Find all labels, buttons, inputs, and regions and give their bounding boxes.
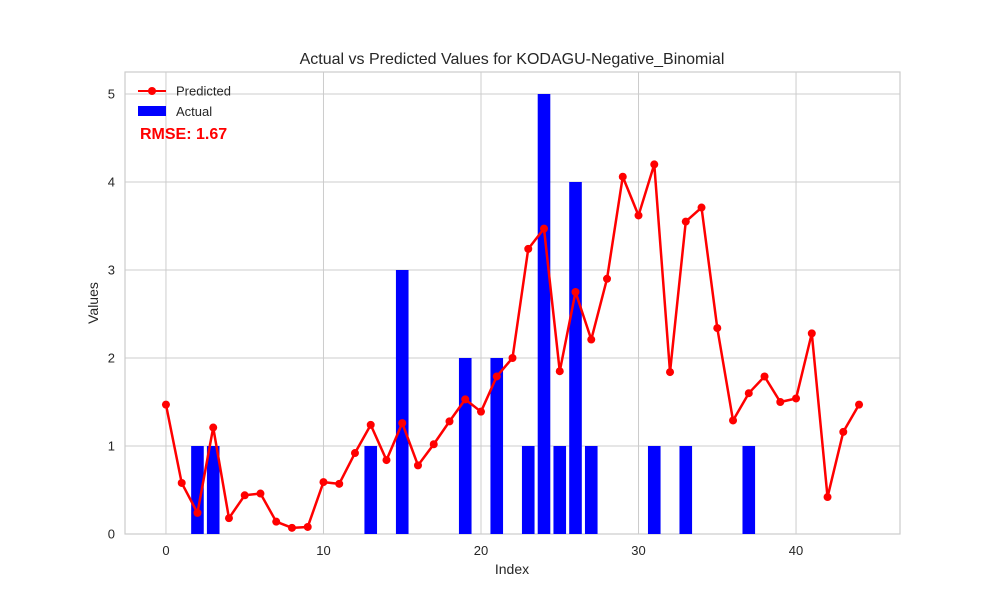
predicted-point <box>366 420 375 429</box>
actual-bar <box>206 446 220 534</box>
legend-predicted-label: Predicted <box>176 84 231 99</box>
predicted-point <box>713 324 722 333</box>
predicted-point <box>398 419 407 428</box>
predicted-line <box>161 160 864 532</box>
predicted-point <box>807 329 816 338</box>
predicted-point <box>287 523 296 532</box>
predicted-point <box>209 423 218 432</box>
x-tick-label: 20 <box>474 543 488 558</box>
predicted-point <box>618 172 627 181</box>
x-tick-label: 0 <box>162 543 169 558</box>
predicted-point <box>760 372 769 381</box>
predicted-point <box>666 368 675 377</box>
predicted-point <box>744 389 753 398</box>
x-tick-label: 10 <box>316 543 330 558</box>
legend-actual-swatch <box>138 106 166 116</box>
predicted-point <box>350 449 359 458</box>
predicted-point <box>303 522 312 531</box>
predicted-point <box>634 211 643 220</box>
x-tick-label: 40 <box>789 543 803 558</box>
predicted-point <box>161 400 170 409</box>
predicted-point <box>650 160 659 169</box>
predicted-point <box>429 440 438 449</box>
predicted-point <box>256 489 265 498</box>
actual-bar <box>679 446 693 534</box>
y-tick-label: 5 <box>108 87 115 102</box>
predicted-point <box>492 372 501 381</box>
y-tick-label: 1 <box>108 439 115 454</box>
predicted-point <box>272 517 281 526</box>
predicted-point <box>776 398 785 406</box>
predicted-point <box>445 417 454 426</box>
predicted-point <box>524 244 533 253</box>
predicted-point <box>587 335 596 344</box>
predicted-point <box>697 203 706 212</box>
y-axis-label: Values <box>85 282 101 324</box>
actual-bar <box>742 446 756 534</box>
rmse-annotation: RMSE: 1.67 <box>140 126 227 143</box>
x-tick-label: 30 <box>631 543 645 558</box>
predicted-point <box>603 274 612 283</box>
actual-bar <box>364 446 378 534</box>
predicted-point <box>319 478 328 487</box>
predicted-point <box>855 400 864 409</box>
y-tick-label: 2 <box>108 351 115 366</box>
predicted-point <box>413 461 422 470</box>
chart-title: Actual vs Predicted Values for KODAGU-Ne… <box>300 51 725 68</box>
actual-bar <box>537 94 551 534</box>
predicted-point <box>792 394 801 403</box>
predicted-point <box>839 427 848 436</box>
tick-labels: 0 10 20 30 40 0 1 2 3 4 5 <box>108 87 804 559</box>
predicted-point <box>240 491 249 500</box>
predicted-point <box>540 224 549 233</box>
actual-bar <box>458 358 472 534</box>
actual-bars <box>191 94 756 534</box>
predicted-point <box>193 508 202 517</box>
y-tick-label: 3 <box>108 263 115 278</box>
actual-bar <box>395 270 409 534</box>
legend-actual-label: Actual <box>176 104 212 119</box>
predicted-point <box>177 478 186 487</box>
actual-bar <box>521 446 535 534</box>
predicted-point <box>823 493 832 502</box>
legend: Predicted Actual <box>138 84 231 119</box>
actual-bar <box>553 446 567 534</box>
predicted-point <box>681 217 690 226</box>
predicted-point <box>571 288 580 296</box>
actual-bar <box>647 446 661 534</box>
y-tick-label: 0 <box>108 527 115 542</box>
grid <box>125 72 900 535</box>
plot-area <box>124 71 901 535</box>
predicted-point <box>461 395 470 404</box>
predicted-point <box>335 479 344 488</box>
y-tick-label: 4 <box>108 175 115 190</box>
predicted-point <box>476 407 485 416</box>
predicted-point <box>555 367 564 376</box>
x-axis-label: Index <box>495 561 529 577</box>
legend-predicted-marker <box>148 87 156 95</box>
predicted-point <box>224 514 233 523</box>
actual-bar <box>569 182 582 534</box>
actual-bar <box>584 446 598 534</box>
predicted-point <box>382 456 391 465</box>
predicted-point <box>729 416 738 425</box>
actual-bar <box>490 358 504 534</box>
predicted-point <box>508 354 517 362</box>
